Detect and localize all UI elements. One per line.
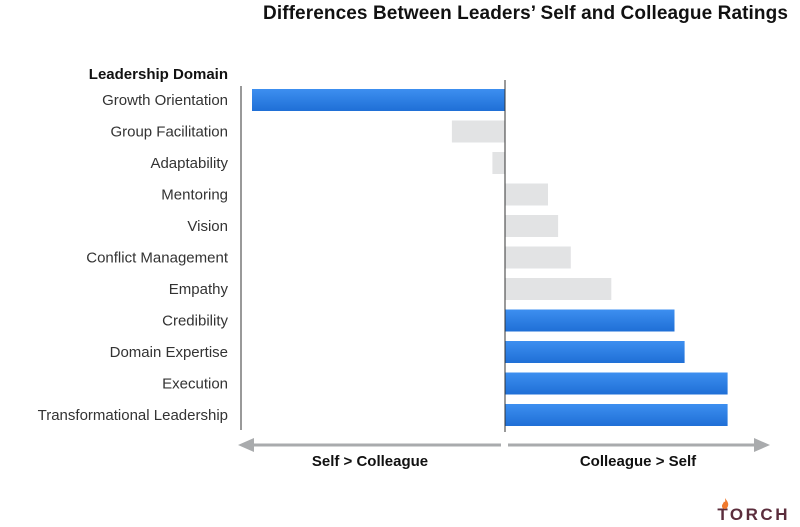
direction-label-positive: Colleague > Self <box>580 453 697 470</box>
bar <box>505 183 548 206</box>
category-label: Vision <box>187 218 228 235</box>
bar <box>505 372 728 395</box>
category-label: Domain Expertise <box>110 344 228 361</box>
bar <box>505 215 559 237</box>
bar <box>252 89 505 111</box>
bar <box>505 404 728 426</box>
logo-text: TORCH <box>717 505 790 524</box>
bar <box>451 120 505 143</box>
category-label: Transformational Leadership <box>38 407 228 424</box>
category-label: Adaptability <box>150 155 228 172</box>
direction-label-negative: Self > Colleague <box>312 453 428 470</box>
right-arrow-head <box>754 438 770 452</box>
category-label: Group Facilitation <box>110 124 228 141</box>
category-label: Credibility <box>162 313 228 330</box>
torch-logo: TORCH <box>717 498 790 525</box>
bar <box>505 341 685 363</box>
category-axis-title: Leadership Domain <box>89 66 228 83</box>
chart-title: Differences Between Leaders’ Self and Co… <box>263 3 788 24</box>
bar <box>492 152 506 174</box>
category-label: Execution <box>162 376 228 393</box>
category-label: Conflict Management <box>86 250 229 267</box>
bar <box>505 246 571 269</box>
flame-icon <box>722 498 729 509</box>
bar <box>505 309 675 332</box>
left-arrow-head <box>238 438 254 452</box>
category-label: Mentoring <box>161 187 228 204</box>
category-label: Growth Orientation <box>102 92 228 109</box>
bar <box>505 278 612 300</box>
category-label: Empathy <box>169 281 229 298</box>
